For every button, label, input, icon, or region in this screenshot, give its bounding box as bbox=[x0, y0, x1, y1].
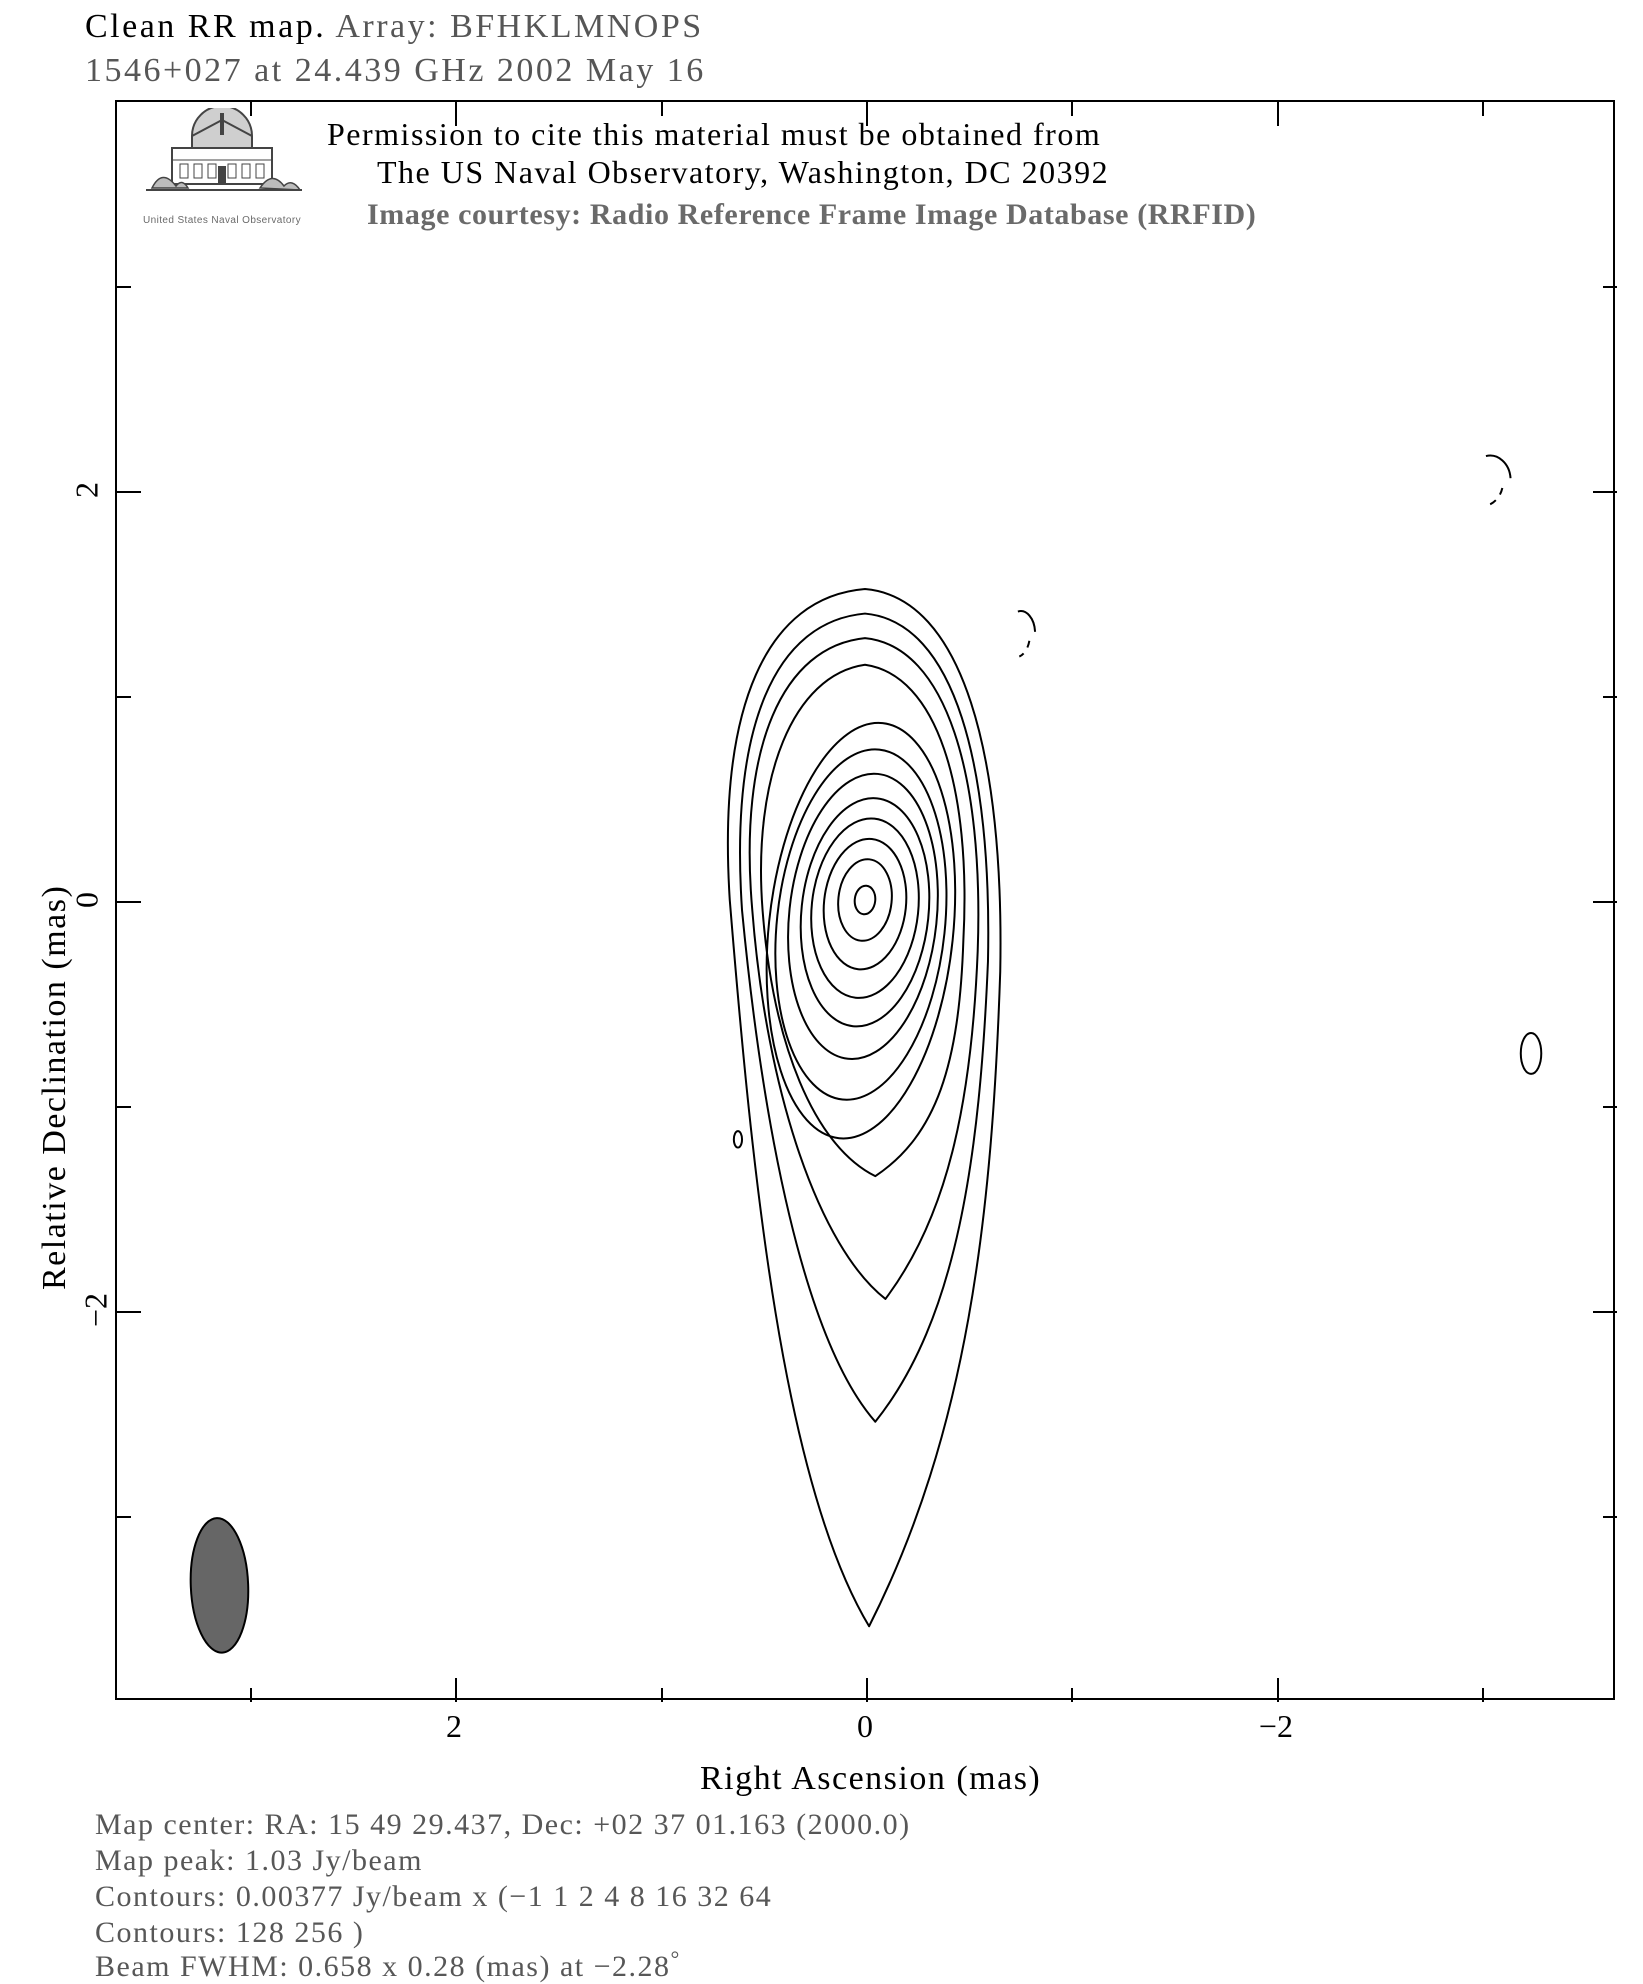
footer-line-5-pre: Beam FWHM: 0.658 x 0.28 (mas) at −2.28 bbox=[95, 1950, 671, 1983]
footer-line-4: Contours: 128 256 ) bbox=[95, 1916, 364, 1950]
title-line-1-grey: Array: BFHKLMNOPS bbox=[326, 8, 703, 45]
beam-ellipse bbox=[188, 1517, 251, 1654]
xtick-label: 0 bbox=[857, 1708, 873, 1745]
title-line-1-black: Clean RR map. bbox=[85, 8, 326, 45]
ytick-label: −2 bbox=[78, 1293, 115, 1327]
ytick-label: 2 bbox=[69, 482, 106, 498]
plot-frame: United States Naval Observatory Permissi… bbox=[115, 100, 1615, 1700]
contour-plot bbox=[117, 102, 1613, 1698]
xlabel: Right Ascension (mas) bbox=[700, 1760, 1041, 1798]
ytick-label: 0 bbox=[69, 892, 106, 908]
footer-line-5: Beam FWHM: 0.658 x 0.28 (mas) at −2.28° bbox=[95, 1950, 681, 1984]
footer-line-2: Map peak: 1.03 Jy/beam bbox=[95, 1844, 423, 1878]
xtick-label: 2 bbox=[446, 1708, 462, 1745]
xtick-label: −2 bbox=[1259, 1708, 1293, 1745]
footer-line-1: Map center: RA: 15 49 29.437, Dec: +02 3… bbox=[95, 1808, 911, 1842]
ylabel: Relative Declination (mas) bbox=[36, 885, 74, 1290]
title-line-1: Clean RR map. Array: BFHKLMNOPS bbox=[85, 8, 704, 46]
title-line-2: 1546+027 at 24.439 GHz 2002 May 16 bbox=[85, 52, 706, 90]
page-root: Clean RR map. Array: BFHKLMNOPS 1546+027… bbox=[0, 0, 1643, 1960]
footer-line-3: Contours: 0.00377 Jy/beam x (−1 1 2 4 8 … bbox=[95, 1880, 772, 1914]
degree-symbol: ° bbox=[671, 1946, 681, 1971]
